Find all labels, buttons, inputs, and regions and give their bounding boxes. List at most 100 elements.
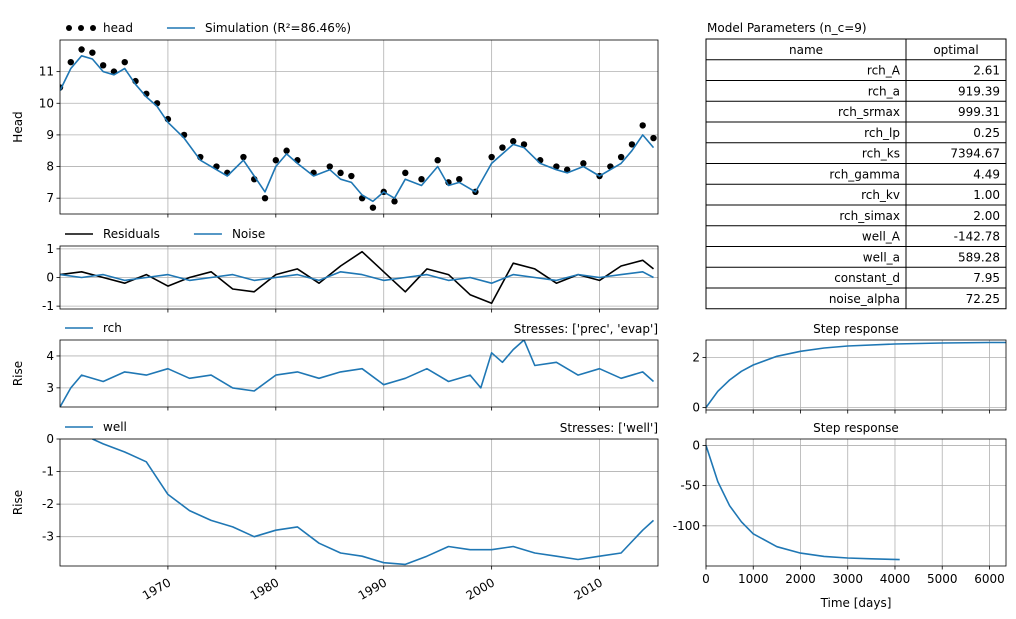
legend-label: Simulation (R²=86.46%): [205, 21, 351, 35]
data-point: [580, 160, 587, 167]
y-tick-label: 3: [46, 381, 54, 395]
y-tick-label: 9: [46, 128, 54, 142]
series-group: [92, 439, 655, 566]
x-tick-label: 1000: [738, 572, 769, 586]
table-cell-name: constant_d: [834, 271, 900, 285]
data-point: [639, 122, 646, 129]
y-tick-label: -1: [42, 465, 54, 479]
table-cell-name: rch_a: [868, 84, 900, 98]
stresses-label: Stresses: ['well']: [560, 421, 658, 435]
series-group: [706, 341, 1006, 408]
table-header: name: [789, 43, 823, 57]
residuals-panel: -1 0 1 Residuals Noise: [42, 227, 659, 313]
series-group: [706, 445, 900, 561]
axes-frame: [59, 438, 659, 567]
table-cell-value: 7394.67: [950, 147, 1000, 161]
table-cell-value: 4.49: [973, 167, 1000, 181]
series-line: [60, 54, 655, 203]
table-cell-value: 2.00: [973, 209, 1000, 223]
data-point: [78, 46, 85, 53]
y-tick-label: 0: [46, 271, 54, 285]
y-axis-label: Rise: [11, 490, 25, 515]
table-cell-name: rch_lp: [864, 126, 900, 140]
legend-marker: [66, 25, 72, 31]
table-cell-value: 589.28: [958, 250, 1000, 264]
series-line: [60, 270, 654, 285]
data-point: [283, 147, 290, 154]
y-tick-label: 4: [46, 349, 54, 363]
y-tick-label: 10: [39, 96, 54, 110]
axes-frame: [705, 339, 1007, 411]
table-cell-value: 999.31: [958, 105, 1000, 119]
legend-marker: [78, 25, 84, 31]
y-tick-label: -3: [42, 530, 54, 544]
x-tick-label: 5000: [927, 572, 958, 586]
y-axis-label: Head: [11, 111, 25, 142]
table-cell-value: 7.95: [973, 271, 1000, 285]
series-line: [92, 439, 655, 566]
x-tick-label: 2000: [785, 572, 816, 586]
well-step: 0 1000 2000 3000 4000 5000 6000 -100 -50 0 Step re…: [673, 421, 1007, 610]
table-frame: [705, 38, 1007, 310]
data-point: [261, 194, 269, 202]
data-point: [337, 169, 344, 177]
table-cell-name: well_a: [863, 250, 900, 264]
data-point: [67, 58, 74, 66]
year-tick-label: 2010: [572, 575, 605, 602]
x-tick-label: 3000: [832, 572, 863, 586]
table-cell-name: rch_kv: [861, 188, 900, 202]
y-tick-label: 0: [46, 432, 54, 446]
table-cell-name: rch_ks: [862, 147, 900, 161]
data-point: [121, 58, 128, 66]
series-line: [706, 445, 900, 561]
data-point: [520, 141, 528, 148]
data-point: [369, 204, 377, 211]
axes-frame: [705, 438, 1007, 567]
series-group: [60, 46, 657, 211]
y-tick-label: -50: [680, 479, 700, 493]
x-tick-label: 6000: [974, 572, 1005, 586]
data-point: [402, 169, 409, 177]
table-cell-value: -142.78: [954, 230, 1000, 244]
legend-label: well: [103, 420, 127, 434]
year-tick-label: 1980: [248, 575, 281, 602]
year-tick-label: 1990: [356, 575, 389, 602]
series-line: [706, 341, 1006, 408]
legend-label: head: [103, 21, 133, 35]
data-point: [650, 134, 657, 142]
data-point: [434, 157, 441, 164]
data-point: [488, 153, 495, 161]
legend-label: rch: [103, 321, 122, 335]
table-cell-name: noise_alpha: [829, 292, 900, 306]
data-point: [628, 141, 636, 148]
legend-label: Noise: [232, 227, 265, 241]
year-tick-label: 1970: [140, 575, 173, 602]
stresses-label: Stresses: ['prec', 'evap']: [514, 322, 658, 336]
y-tick-label: 7: [46, 191, 54, 205]
axes-frame: [59, 339, 659, 408]
table-cell-name: well_A: [862, 230, 901, 244]
y-axis-label: Rise: [11, 361, 25, 386]
well-panel: -3 -2 -1 0 Rise Stresses: ['well'] well: [11, 420, 659, 570]
table-cell-value: 919.39: [958, 84, 1000, 98]
series-group: [60, 250, 654, 305]
data-point: [99, 62, 107, 69]
panel-title: Step response: [813, 322, 899, 336]
table-cell-value: 0.25: [973, 126, 1000, 140]
data-point: [391, 198, 398, 205]
table-cell-name: rch_gamma: [829, 167, 900, 181]
axes-frame: [59, 245, 659, 310]
table-header: optimal: [933, 43, 978, 57]
table-cell-name: rch_A: [867, 64, 901, 78]
y-tick-label: 11: [39, 65, 54, 79]
data-point: [456, 176, 463, 183]
parameter-table: Model Parameters (n_c=9)name optimal rch_A…: [705, 21, 1007, 310]
x-axis-label: Time [days]: [820, 596, 892, 610]
data-point: [510, 138, 517, 145]
table-cell-value: 72.25: [966, 292, 1000, 306]
table-cell-value: 2.61: [973, 64, 1000, 78]
legend-marker: [90, 25, 96, 31]
data-point: [617, 153, 625, 161]
data-point: [348, 172, 355, 180]
x-tick-label: 4000: [880, 572, 911, 586]
